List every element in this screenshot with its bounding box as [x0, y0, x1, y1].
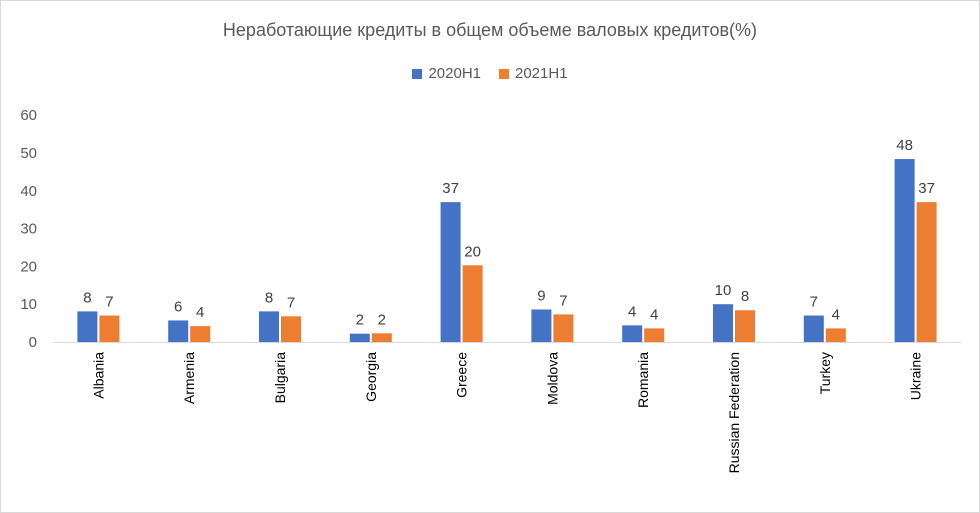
bar-russian-federation-2020h1 — [713, 304, 733, 342]
category-label-moldova: Moldova — [544, 352, 560, 405]
category-label-turkey: Turkey — [817, 352, 833, 394]
legend-label-series-1: 2020H1 — [428, 65, 481, 82]
category-label-russian-federation: Russian Federation — [726, 352, 742, 473]
legend-swatch-series-1 — [412, 68, 423, 79]
data-label-ukraine-2021h1: 37 — [918, 180, 935, 197]
category-label-romania: Romania — [635, 352, 651, 408]
bar-albania-2021h1 — [99, 315, 120, 342]
legend-item-series-2: 2021H1 — [499, 65, 568, 82]
data-label-georgia-2020h1: 2 — [356, 312, 364, 329]
bar-ukraine-2020h1 — [894, 159, 915, 342]
category-label-albania: Albania — [90, 352, 106, 399]
bar-georgia-2020h1 — [349, 333, 370, 342]
y-tick-label-20: 20 — [20, 258, 37, 275]
bar-ukraine-2021h1 — [916, 202, 937, 342]
y-tick-label-30: 30 — [20, 221, 37, 238]
category-label-georgia: Georgia — [363, 352, 379, 402]
bar-greece-2020h1 — [440, 202, 461, 342]
data-label-turkey-2020h1: 7 — [810, 294, 818, 311]
bar-turkey-2021h1 — [825, 328, 846, 342]
bar-moldova-2020h1 — [531, 309, 552, 342]
data-label-bulgaria-2021h1: 7 — [287, 294, 295, 311]
data-label-albania-2020h1: 8 — [83, 289, 91, 306]
category-label-greece: Greece — [454, 352, 470, 398]
data-label-greece-2021h1: 20 — [464, 243, 481, 260]
bar-moldova-2021h1 — [553, 314, 574, 342]
bar-bulgaria-2020h1 — [259, 311, 279, 342]
category-label-armenia: Armenia — [181, 352, 197, 404]
data-label-georgia-2021h1: 2 — [378, 311, 386, 328]
bar-romania-2021h1 — [644, 328, 665, 342]
data-label-greece-2020h1: 37 — [442, 180, 459, 197]
data-label-ukraine-2020h1: 48 — [896, 137, 913, 154]
category-label-ukraine: Ukraine — [908, 352, 924, 400]
data-label-bulgaria-2020h1: 8 — [265, 289, 273, 306]
legend-label-series-2: 2021H1 — [515, 65, 568, 82]
data-label-russian-federation-2020h1: 10 — [715, 282, 732, 299]
data-label-turkey-2021h1: 4 — [832, 306, 840, 323]
bar-russian-federation-2021h1 — [735, 310, 755, 342]
legend: 2020H1 2021H1 — [1, 65, 979, 82]
data-label-moldova-2021h1: 7 — [559, 292, 567, 309]
y-tick-label-40: 40 — [20, 183, 37, 200]
bar-armenia-2021h1 — [190, 326, 211, 342]
chart-title: Неработающие кредиты в общем объеме вало… — [222, 20, 758, 40]
y-tick-label-0: 0 — [29, 334, 37, 351]
data-label-romania-2020h1: 4 — [628, 303, 636, 320]
data-label-russian-federation-2021h1: 8 — [741, 288, 749, 305]
bar-turkey-2020h1 — [803, 315, 824, 342]
legend-item-series-1: 2020H1 — [412, 65, 481, 82]
bar-armenia-2020h1 — [168, 320, 189, 342]
data-label-albania-2021h1: 7 — [105, 294, 113, 311]
bar-georgia-2021h1 — [371, 333, 392, 342]
category-label-bulgaria: Bulgaria — [272, 352, 288, 404]
bar-greece-2021h1 — [462, 265, 483, 342]
y-tick-label-50: 50 — [20, 145, 37, 162]
y-tick-label-60: 60 — [20, 107, 37, 124]
data-label-armenia-2020h1: 6 — [174, 298, 182, 315]
bar-bulgaria-2021h1 — [281, 316, 301, 342]
data-label-moldova-2020h1: 9 — [537, 287, 545, 304]
bar-albania-2020h1 — [77, 311, 98, 342]
bar-romania-2020h1 — [622, 325, 643, 342]
y-tick-label-10: 10 — [20, 296, 37, 313]
data-label-armenia-2021h1: 4 — [196, 304, 204, 321]
data-label-romania-2021h1: 4 — [650, 306, 658, 323]
legend-swatch-series-2 — [499, 68, 509, 79]
